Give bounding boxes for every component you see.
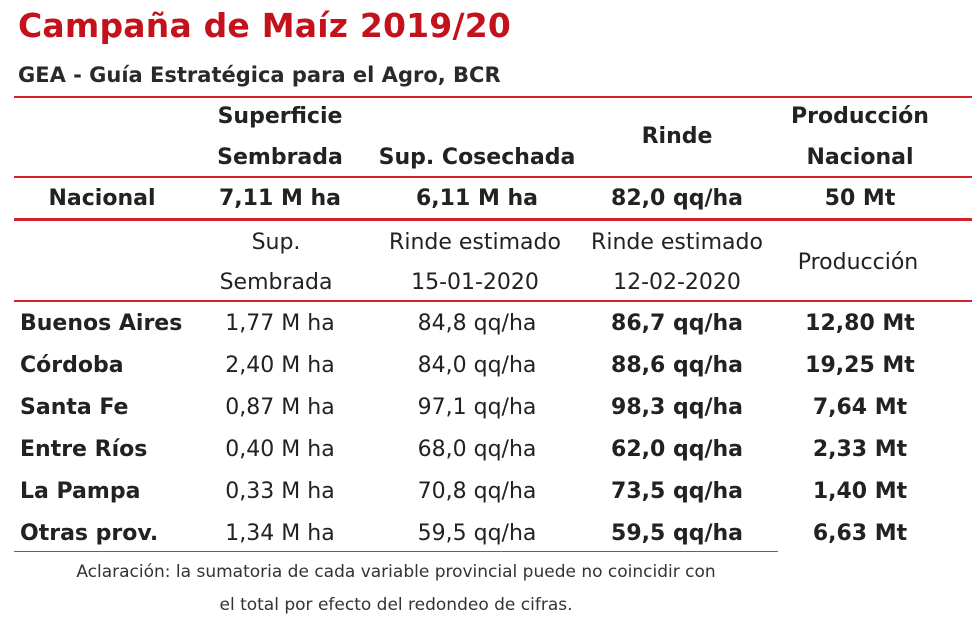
row-provincia: La Pampa [20, 479, 141, 504]
row-sup: 1,34 M ha [225, 521, 335, 546]
table-bottom-rule [14, 551, 778, 552]
row-prod: 1,40 Mt [812, 479, 908, 504]
page-subtitle: GEA - Guía Estratégica para el Agro, BCR [18, 63, 501, 87]
row-sup: 1,77 M ha [225, 311, 335, 336]
row-prod: 7,64 Mt [812, 395, 908, 420]
nacional-produccion: 50 Mt [824, 186, 896, 211]
row-rinde-2: 86,7 qq/ha [611, 311, 743, 336]
row-provincia: Entre Ríos [20, 437, 148, 462]
col-header-sup-line2: Sembrada [219, 270, 333, 295]
col-header-sup: Sup. [251, 230, 301, 255]
row-rinde-2: 59,5 qq/ha [611, 521, 743, 546]
row-prod: 2,33 Mt [812, 437, 908, 462]
footnote-line-2: el total por efecto del redondeo de cifr… [219, 595, 573, 615]
row-prod: 19,25 Mt [805, 353, 915, 378]
row-rinde-2: 73,5 qq/ha [611, 479, 743, 504]
nacional-superficie: 7,11 M ha [219, 186, 341, 211]
row-sup: 2,40 M ha [225, 353, 335, 378]
col-header-rinde-estimado-2: Rinde estimado [591, 230, 763, 255]
row-rinde-1: 84,0 qq/ha [417, 353, 537, 378]
row-sup: 0,87 M ha [225, 395, 335, 420]
row-provincia: Otras prov. [20, 521, 159, 546]
row-provincia: Córdoba [20, 353, 124, 378]
col-header-superficie-line2: Sembrada [217, 145, 343, 170]
row-rinde-2: 88,6 qq/ha [611, 353, 743, 378]
row-sup: 0,40 M ha [225, 437, 335, 462]
nacional-rinde: 82,0 qq/ha [611, 186, 743, 211]
row-rinde-2: 98,3 qq/ha [611, 395, 743, 420]
row-provincia: Santa Fe [20, 395, 129, 420]
col-header-superficie: Superficie [217, 104, 343, 129]
col-header-rinde-date-1: 15-01-2020 [411, 270, 539, 295]
row-prod: 6,63 Mt [812, 521, 908, 546]
col-header-produccion: Producción [791, 104, 929, 129]
col-header-produccion-prov: Producción [797, 250, 919, 275]
row-rinde-1: 68,0 qq/ha [417, 437, 537, 462]
header-top-rule [14, 96, 972, 98]
col-header-produccion-line2: Nacional [806, 145, 914, 170]
row-rinde-1: 84,8 qq/ha [417, 311, 537, 336]
col-header-rinde-date-2: 12-02-2020 [613, 270, 741, 295]
footnote-line-1: Aclaración: la sumatoria de cada variabl… [76, 562, 716, 582]
row-rinde-2: 62,0 qq/ha [611, 437, 743, 462]
row-sup: 0,33 M ha [225, 479, 335, 504]
provinces-top-rule [14, 300, 972, 302]
nacional-top-rule [14, 176, 972, 178]
row-provincia: Buenos Aires [20, 311, 183, 336]
col-header-sup-cosechada: Sup. Cosechada [378, 145, 576, 170]
nacional-cosechada: 6,11 M ha [416, 186, 538, 211]
nacional-bottom-rule [14, 218, 972, 221]
nacional-label: Nacional [48, 186, 156, 211]
col-header-rinde-estimado-1: Rinde estimado [389, 230, 561, 255]
page-title: Campaña de Maíz 2019/20 [18, 6, 512, 45]
row-prod: 12,80 Mt [805, 311, 915, 336]
row-rinde-1: 59,5 qq/ha [417, 521, 537, 546]
row-rinde-1: 97,1 qq/ha [417, 395, 537, 420]
row-rinde-1: 70,8 qq/ha [417, 479, 537, 504]
col-header-rinde: Rinde [641, 124, 713, 149]
